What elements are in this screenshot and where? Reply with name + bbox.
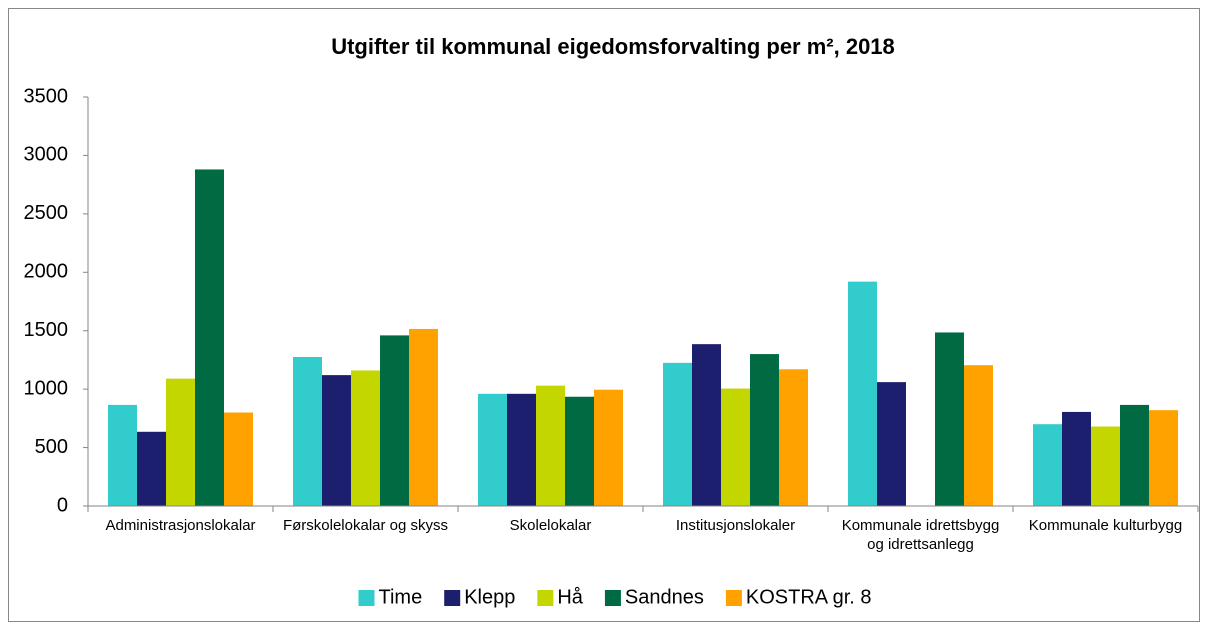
bar bbox=[380, 335, 409, 506]
bar bbox=[195, 169, 224, 507]
bar bbox=[848, 281, 877, 506]
legend: Time Klepp Hå Sandnes KOSTRA gr. 8 bbox=[358, 586, 872, 608]
bar bbox=[409, 328, 438, 506]
bar bbox=[1149, 410, 1178, 506]
x-tick-label: Institusjonslokaler bbox=[676, 517, 795, 534]
legend-label: Klepp bbox=[464, 586, 515, 608]
legend-swatch bbox=[725, 590, 742, 606]
y-tick-label: 3000 bbox=[24, 144, 69, 166]
bar bbox=[750, 354, 779, 506]
bar bbox=[293, 357, 322, 506]
bar bbox=[478, 393, 507, 506]
bar bbox=[877, 382, 906, 506]
legend-label: KOSTRA gr. 8 bbox=[746, 586, 872, 608]
legend-swatch bbox=[358, 590, 375, 606]
bar bbox=[692, 344, 721, 506]
bar bbox=[721, 388, 750, 506]
legend-label: Sandnes bbox=[625, 586, 704, 608]
legend-swatch bbox=[604, 590, 621, 606]
legend-label: Hå bbox=[557, 586, 583, 608]
bar bbox=[1091, 426, 1120, 506]
bar bbox=[565, 396, 594, 506]
bar bbox=[935, 332, 964, 506]
bar bbox=[663, 362, 692, 506]
bar bbox=[779, 369, 808, 506]
x-tick-label: Administrasjonslokalar bbox=[105, 517, 255, 534]
x-tick-label: Førskolelokalar og skyss bbox=[283, 517, 448, 534]
y-tick-label: 2000 bbox=[24, 261, 69, 283]
bar bbox=[594, 389, 623, 506]
y-tick-label: 0 bbox=[57, 494, 68, 516]
bar bbox=[351, 370, 380, 506]
chart-title: Utgifter til kommunal eigedomsforvalting… bbox=[331, 34, 895, 59]
bar bbox=[322, 375, 351, 506]
y-tick-label: 500 bbox=[35, 436, 68, 458]
x-tick-label: Kommunale idrettsbygg og idrettsanlegg bbox=[842, 517, 1000, 553]
y-tick-label: 1000 bbox=[24, 377, 69, 399]
x-tick-label: Skolelokalar bbox=[510, 517, 592, 534]
y-tick-label: 2500 bbox=[24, 202, 69, 224]
x-tick-label: Kommunale kulturbygg bbox=[1029, 517, 1182, 534]
bar bbox=[137, 431, 166, 506]
y-tick-label: 3500 bbox=[24, 85, 69, 107]
bar bbox=[964, 365, 993, 506]
bar bbox=[1062, 411, 1091, 506]
legend-swatch bbox=[444, 590, 461, 606]
bar bbox=[166, 378, 195, 506]
legend-label: Time bbox=[378, 586, 422, 608]
bar bbox=[224, 412, 253, 506]
bar bbox=[108, 404, 137, 506]
bar bbox=[536, 385, 565, 506]
bar bbox=[507, 393, 536, 506]
bar bbox=[1033, 424, 1062, 506]
legend-swatch bbox=[537, 590, 554, 606]
y-tick-label: 1500 bbox=[24, 319, 69, 341]
bar bbox=[1120, 404, 1149, 506]
